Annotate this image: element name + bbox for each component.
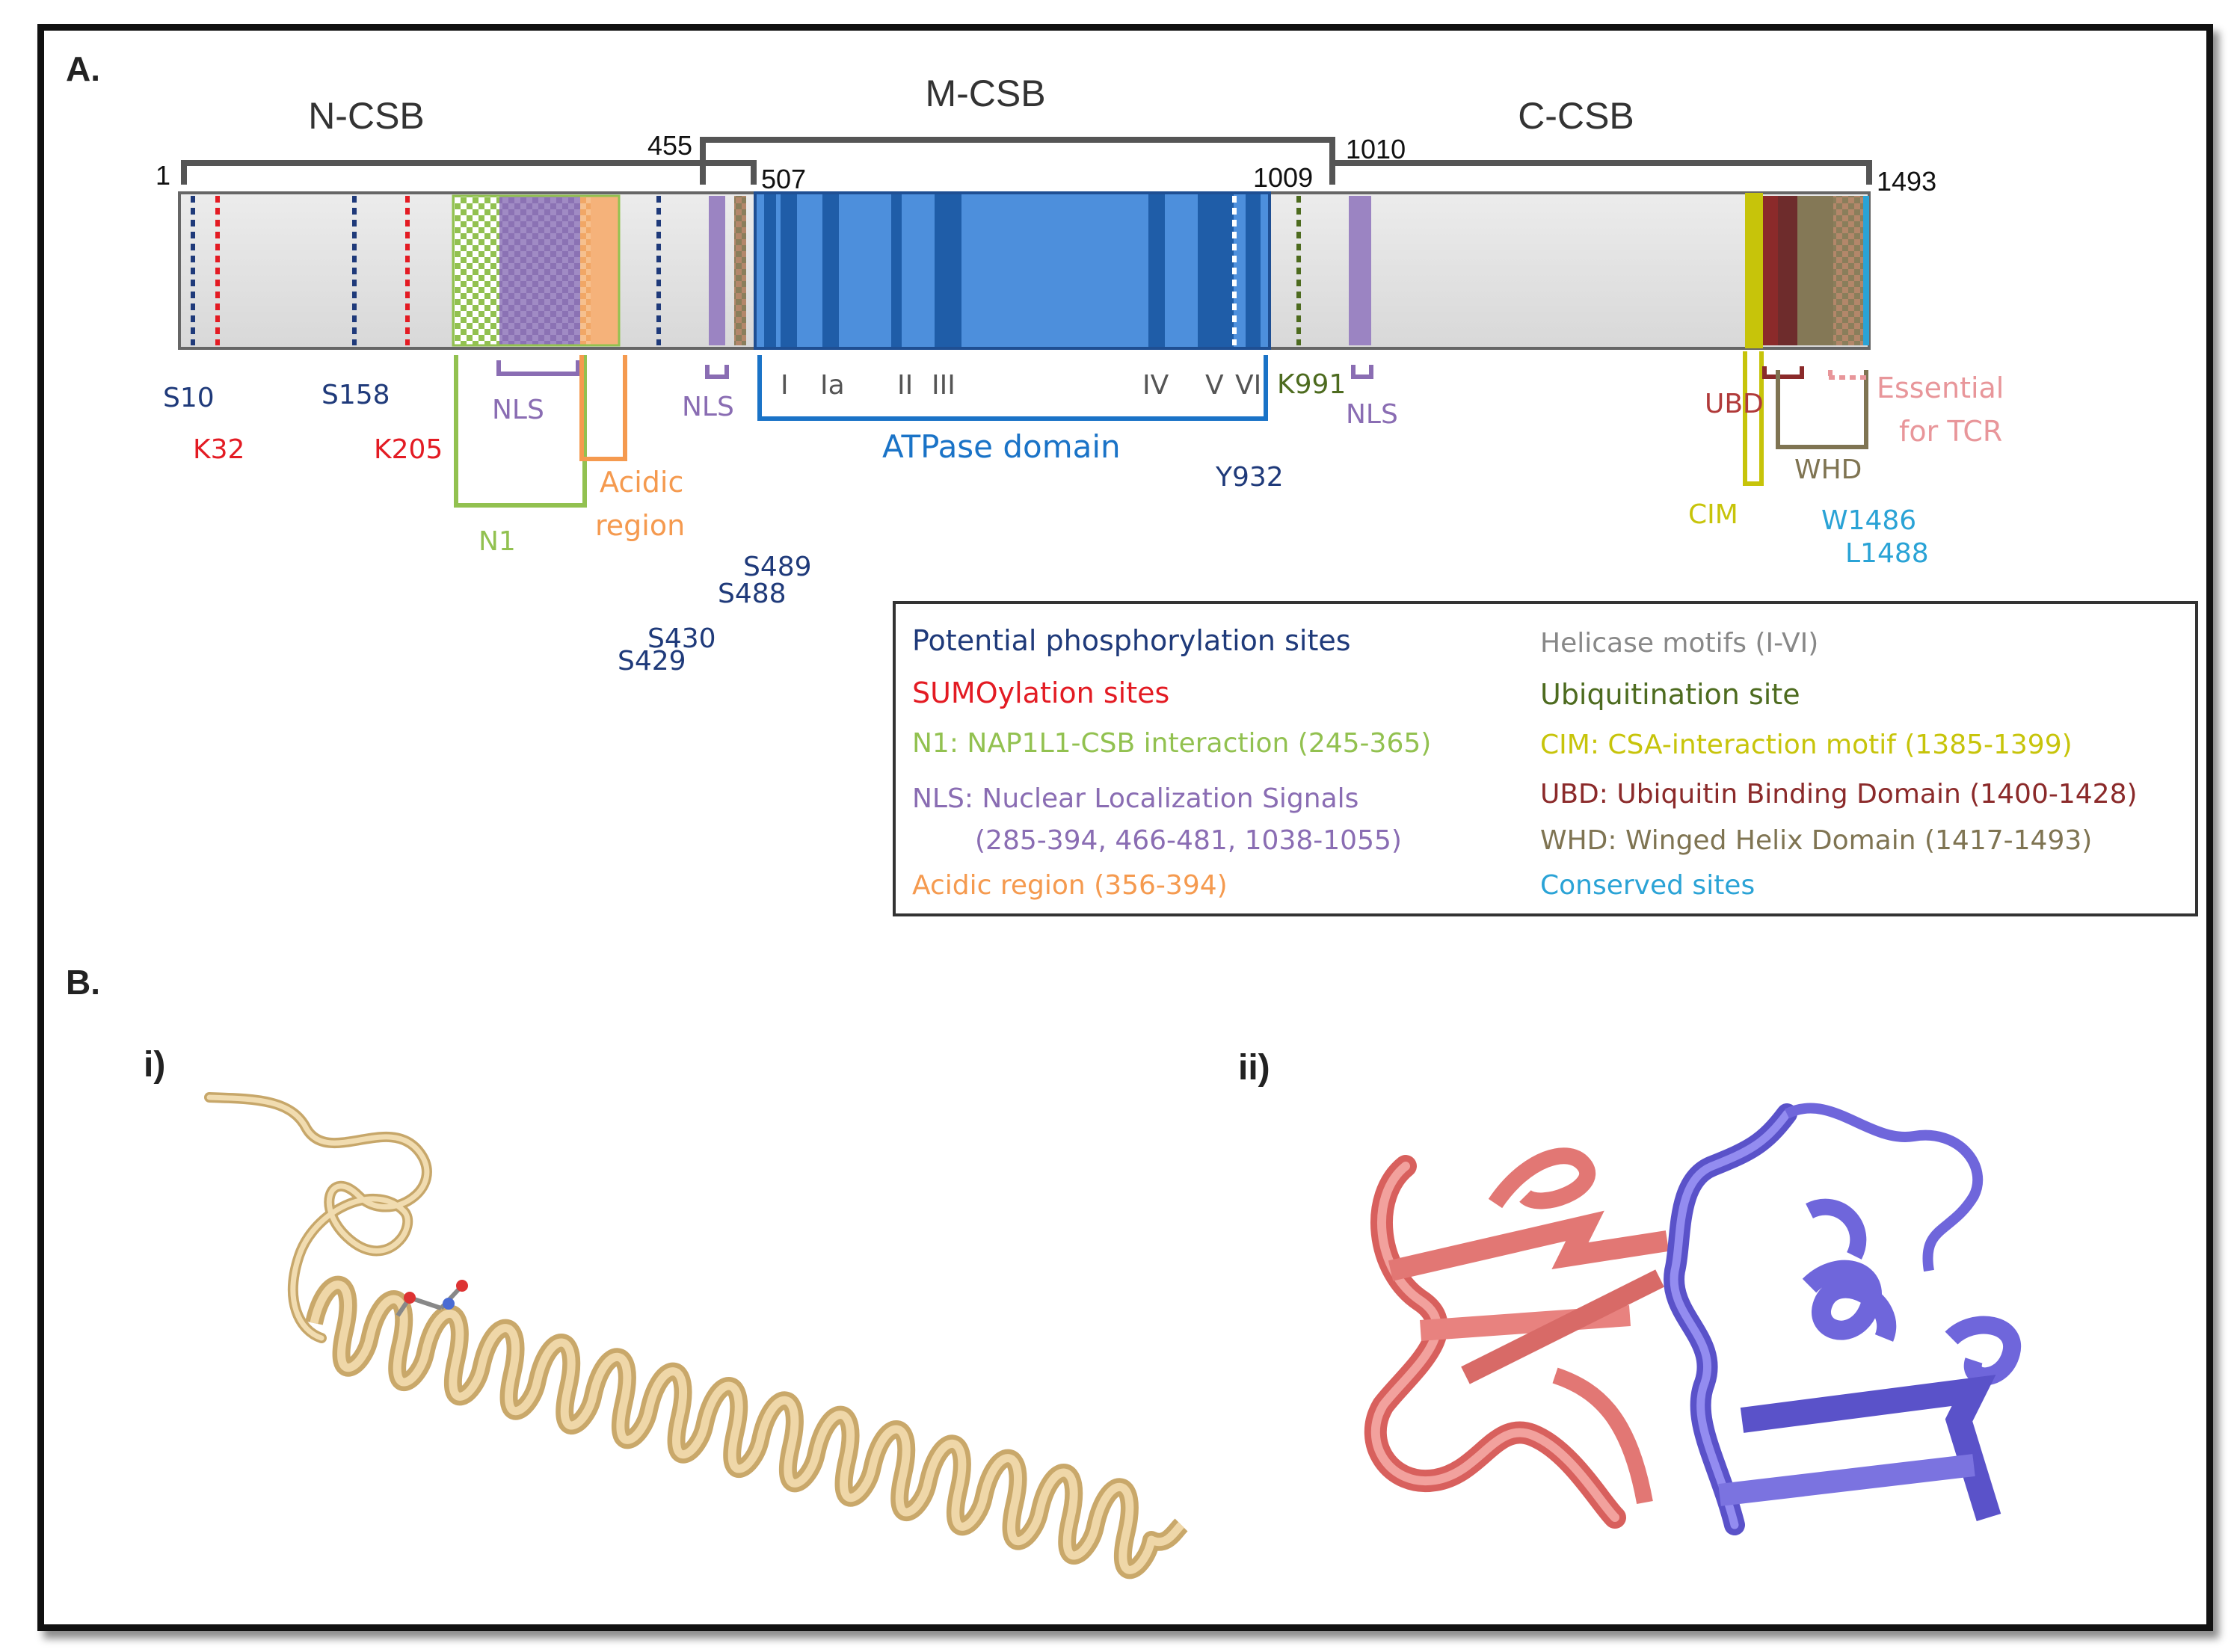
atpase-block (754, 191, 1271, 350)
c-csb-bracket (1329, 160, 1872, 185)
ubd-label: UBD (1705, 389, 1764, 419)
c-csb-label: C-CSB (1518, 95, 1634, 137)
pos-1: 1 (156, 160, 170, 191)
nls-block-1 (499, 196, 580, 345)
legend-acidic: Acidic region (356-394) (912, 870, 1228, 901)
ubiq-block-n (734, 196, 746, 345)
m-csb-label: M-CSB (925, 73, 1045, 114)
whd-block (1797, 196, 1833, 345)
ligand-atom-o1 (404, 1292, 416, 1304)
nls-block-2 (709, 196, 725, 345)
motif-ia: Ia (820, 370, 845, 401)
pos-1493: 1493 (1877, 166, 1936, 197)
site-s158: S158 (321, 380, 390, 410)
legend-nls-ranges: (285-394, 466-481, 1038-1055) (975, 825, 1402, 856)
legend-ubd: UBD: Ubiquitin Binding Domain (1400-1428… (1540, 779, 2138, 810)
legend-n1: N1: NAP1L1-CSB interaction (245-365) (912, 728, 1431, 759)
legend-phospho: Potential phosphorylation sites (912, 624, 1351, 657)
legend-nls: NLS: Nuclear Localization Signals (912, 783, 1358, 814)
motif-ii: II (897, 370, 913, 401)
site-s429: S429 (618, 646, 686, 676)
nls-label-2: NLS (682, 392, 734, 422)
ubd-block (1763, 196, 1778, 345)
essential-label-line1: Essential (1877, 372, 2004, 404)
site-k991: K991 (1277, 369, 1346, 400)
ligand-atom-n (443, 1298, 455, 1310)
n-csb-label: N-CSB (308, 95, 425, 137)
legend-helicase: Helicase motifs (I-VI) (1540, 628, 1818, 659)
ubd-whd-block (1778, 196, 1797, 345)
site-y932: Y932 (1215, 462, 1284, 493)
cim-label: CIM (1688, 499, 1738, 530)
n1-outline (452, 194, 621, 347)
acidic-label-line2: region (595, 509, 685, 542)
site-markers (191, 196, 1301, 345)
motif-iii: III (932, 370, 956, 401)
pos-1010: 1010 (1346, 134, 1406, 164)
ligand-atom-o2 (456, 1280, 468, 1292)
pos-507: 507 (761, 164, 806, 194)
pos-1009: 1009 (1253, 162, 1313, 193)
site-s430: S430 (647, 623, 716, 654)
protein-complex-structure (1364, 1103, 2022, 1535)
site-k32: K32 (193, 434, 244, 465)
nls-label-3: NLS (1346, 399, 1398, 430)
legend-sumo: SUMOylation sites (912, 676, 1169, 709)
atpase-label: ATPase domain (882, 428, 1121, 465)
legend-conserved: Conserved sites (1540, 870, 1755, 901)
salmon-chain (1364, 1147, 1670, 1529)
acidic-overlap-block (580, 196, 591, 345)
site-w1486: W1486 (1821, 505, 1916, 536)
panel-b-label: B. (66, 963, 100, 1002)
nls-label-1: NLS (492, 395, 544, 425)
cim-block (1745, 193, 1763, 348)
n1-label: N1 (479, 526, 516, 557)
site-s489: S489 (743, 552, 812, 582)
acidic-label-line1: Acidic (600, 466, 683, 499)
legend-ubiquitination: Ubiquitination site (1540, 678, 1800, 711)
essential-block (1833, 196, 1863, 345)
site-s488: S488 (718, 579, 787, 609)
site-l1488: L1488 (1845, 538, 1929, 569)
domain-brackets (454, 351, 1869, 508)
motif-i: I (781, 370, 789, 401)
legend-box (893, 601, 2198, 916)
conserved-block (1863, 196, 1869, 345)
panel-b-i-label: i) (144, 1045, 165, 1085)
motif-v: V (1205, 370, 1224, 401)
helix-structure (204, 1092, 1188, 1579)
essential-label-line2: for TCR (1899, 415, 2002, 448)
panel-a-label: A. (66, 49, 100, 88)
slate-chain (1664, 1103, 2022, 1535)
motif-vi: VI (1235, 370, 1261, 401)
nls-block-3 (1349, 196, 1371, 345)
site-k205: K205 (374, 434, 443, 465)
legend-whd: WHD: Winged Helix Domain (1417-1493) (1540, 825, 2092, 856)
region-brackets (181, 137, 1872, 185)
whd-label: WHD (1794, 454, 1862, 485)
n-csb-bracket (181, 160, 757, 185)
motif-iv: IV (1142, 370, 1169, 401)
site-s10: S10 (163, 383, 215, 413)
panel-b-ii-label: ii) (1238, 1048, 1270, 1088)
pos-455: 455 (647, 130, 692, 161)
legend-cim: CIM: CSA-interaction motif (1385-1399) (1540, 730, 2073, 760)
helicase-motif-bars (764, 194, 1261, 347)
acidic-block (591, 196, 619, 345)
n1-block (453, 196, 499, 345)
